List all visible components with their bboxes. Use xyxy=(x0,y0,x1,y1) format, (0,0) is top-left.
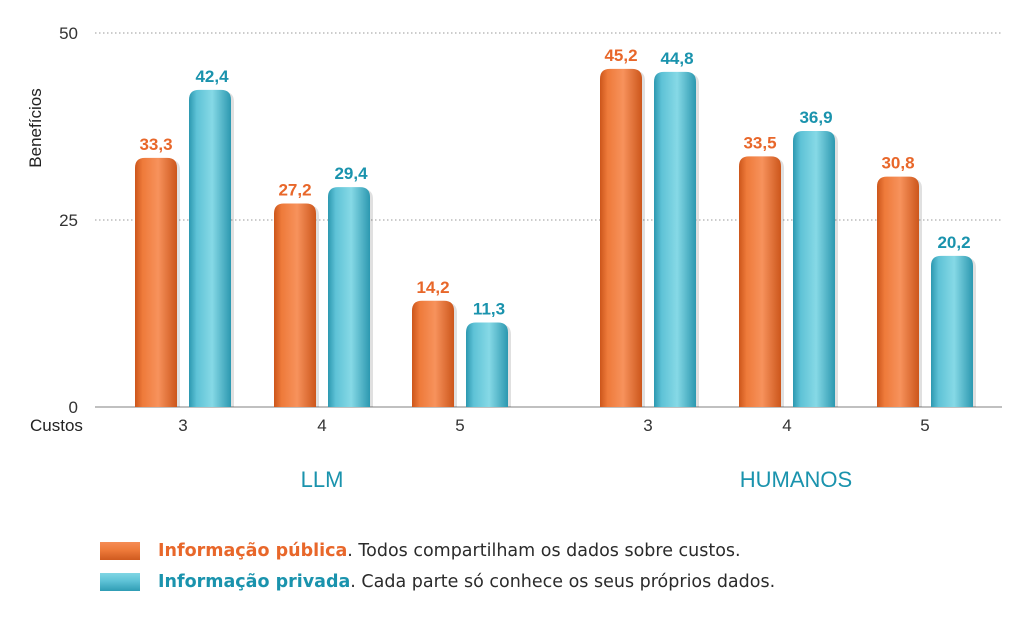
y-tick-label: 0 xyxy=(69,398,78,417)
legend-text-private: . Cada parte só conhece os seus próprios… xyxy=(350,572,776,592)
data-label: 44,8 xyxy=(660,49,693,68)
data-label: 36,9 xyxy=(799,108,832,127)
bar-chart: 0 25 50 Benefícios Custos 33,3 42,4 3 27,2 29,4 4 1… xyxy=(26,24,1002,492)
x-tick-label: 4 xyxy=(782,416,791,435)
group-label: HUMANOS xyxy=(740,467,852,492)
data-label: 27,2 xyxy=(278,181,311,200)
data-label: 42,4 xyxy=(195,67,229,86)
x-tick-label: 5 xyxy=(920,416,929,435)
legend-swatch-public xyxy=(100,542,140,560)
legend-item-public: Informação pública. Todos compartilham o… xyxy=(100,538,741,564)
data-label: 30,8 xyxy=(881,154,914,173)
data-label: 29,4 xyxy=(334,164,368,183)
legend-item-private: Informação privada. Cada parte só conhec… xyxy=(100,569,775,595)
x-tick-label: 5 xyxy=(455,416,464,435)
bar-private xyxy=(931,255,973,407)
group-label: LLM xyxy=(301,467,344,492)
legend-text-public: . Todos compartilham os dados sobre cust… xyxy=(347,541,741,561)
x-axis-title: Custos xyxy=(30,416,83,435)
y-tick-label: 25 xyxy=(59,211,78,230)
x-tick-label: 3 xyxy=(178,416,187,435)
data-label: 11,3 xyxy=(473,299,505,318)
y-axis-title: Benefícios xyxy=(26,88,45,167)
data-label: 14,2 xyxy=(416,278,449,297)
bar-private xyxy=(654,71,696,408)
x-tick-label: 3 xyxy=(643,416,652,435)
data-label: 45,2 xyxy=(604,46,637,65)
data-label: 20,2 xyxy=(937,233,970,252)
bar-private xyxy=(466,322,508,407)
bar-public xyxy=(135,157,177,407)
bar-private xyxy=(189,89,231,408)
bar-private xyxy=(793,130,835,407)
legend-label-private: Informação privada xyxy=(158,572,351,592)
bar-public xyxy=(877,176,919,407)
bar-public xyxy=(739,156,781,407)
bar-public xyxy=(600,68,642,408)
data-label: 33,5 xyxy=(743,133,776,152)
bar-private xyxy=(328,187,370,407)
bar-public xyxy=(274,203,316,407)
data-label: 33,3 xyxy=(139,135,172,154)
legend-swatch-private xyxy=(100,573,140,591)
y-tick-label: 50 xyxy=(59,24,78,43)
legend-label-public: Informação pública xyxy=(158,541,348,561)
x-tick-label: 4 xyxy=(317,416,326,435)
bar-public xyxy=(412,300,454,407)
